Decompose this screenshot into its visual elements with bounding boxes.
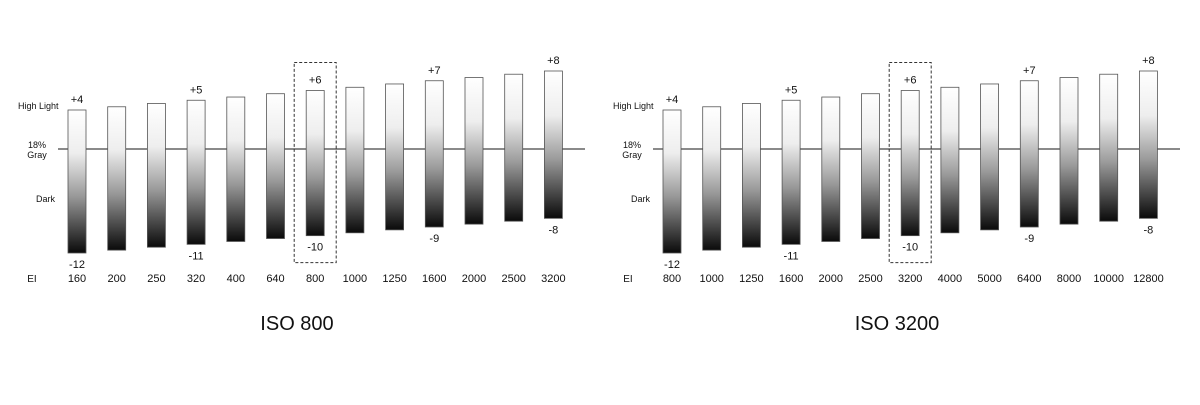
latitude-bar bbox=[1139, 70, 1158, 219]
highlight-box bbox=[888, 62, 932, 264]
bar-top-label: +6 bbox=[904, 75, 917, 87]
ei-tick-label: 6400 bbox=[1017, 273, 1041, 285]
ei-axis-label: EI bbox=[623, 274, 632, 285]
latitude-bar bbox=[742, 103, 761, 248]
bar-bottom-label: -10 bbox=[307, 242, 323, 254]
ei-tick-label: 800 bbox=[663, 273, 681, 285]
latitude-bar bbox=[266, 93, 285, 239]
latitude-bar bbox=[67, 109, 87, 254]
latitude-bar bbox=[504, 73, 524, 222]
row-label-18-gray-line: Gray bbox=[27, 150, 47, 160]
row-label-dark: Dark bbox=[631, 194, 651, 204]
ei-tick-label: 2500 bbox=[501, 273, 525, 285]
bar-top-label: +7 bbox=[1023, 65, 1036, 77]
bar-bottom-label: -10 bbox=[902, 242, 918, 254]
bar-top-label: +5 bbox=[190, 84, 203, 96]
row-label-18-gray-line: 18% bbox=[623, 140, 641, 150]
ei-tick-label: 12800 bbox=[1133, 273, 1164, 285]
ei-tick-label: 2500 bbox=[858, 273, 882, 285]
ei-tick-label: 1600 bbox=[779, 273, 803, 285]
latitude-bar bbox=[1059, 77, 1079, 225]
latitude-bar bbox=[226, 96, 246, 242]
ei-tick-label: 2000 bbox=[819, 273, 843, 285]
latitude-bar bbox=[1099, 73, 1119, 222]
ei-tick-label: 3200 bbox=[898, 273, 922, 285]
bar-bottom-label: -11 bbox=[189, 250, 204, 262]
ei-tick-label: 160 bbox=[68, 273, 86, 285]
ei-tick-label: 5000 bbox=[977, 273, 1001, 285]
latitude-bar bbox=[345, 86, 365, 234]
latitude-bar bbox=[940, 86, 960, 234]
highlight-box bbox=[293, 62, 337, 264]
latitude-bar bbox=[305, 90, 325, 237]
bar-top-label: +4 bbox=[666, 94, 679, 106]
row-label-highlight: High Light bbox=[613, 101, 654, 111]
ei-tick-label: 4000 bbox=[938, 273, 962, 285]
row-label-18-gray: 18% Gray bbox=[622, 140, 642, 160]
ei-tick-label: 3200 bbox=[541, 273, 565, 285]
bar-bottom-label: -12 bbox=[69, 259, 85, 271]
bar-bottom-label: -9 bbox=[429, 233, 439, 245]
ei-tick-label: 10000 bbox=[1093, 273, 1124, 285]
chart-title: ISO 800 bbox=[260, 313, 333, 335]
bar-top-label: +8 bbox=[547, 55, 560, 67]
bar-top-label: +7 bbox=[428, 65, 441, 77]
row-label-18-gray-line: Gray bbox=[622, 150, 642, 160]
row-label-18-gray: 18% Gray bbox=[27, 140, 47, 160]
latitude-bar bbox=[980, 83, 999, 231]
row-label-highlight: High Light bbox=[18, 101, 59, 111]
latitude-bar bbox=[861, 93, 880, 239]
latitude-bar bbox=[900, 90, 920, 237]
ei-tick-label: 1250 bbox=[739, 273, 763, 285]
ei-tick-label: 320 bbox=[187, 273, 205, 285]
ei-tick-label: 200 bbox=[108, 273, 126, 285]
latitude-bar bbox=[544, 70, 563, 219]
latitude-bar bbox=[464, 77, 484, 225]
bar-top-label: +5 bbox=[785, 84, 798, 96]
ei-tick-label: 400 bbox=[227, 273, 245, 285]
latitude-bar bbox=[821, 96, 841, 242]
ei-tick-label: 1600 bbox=[422, 273, 446, 285]
latitude-bar bbox=[186, 99, 206, 245]
latitude-bar bbox=[385, 83, 405, 231]
latitude-bar bbox=[1019, 80, 1039, 228]
latitude-bar bbox=[662, 109, 682, 254]
latitude-bar bbox=[424, 80, 444, 228]
latitude-bar bbox=[146, 103, 166, 248]
ei-tick-label: 1000 bbox=[343, 273, 367, 285]
latitude-bar bbox=[702, 106, 722, 251]
ei-tick-label: 1250 bbox=[382, 273, 406, 285]
bar-bottom-label: -9 bbox=[1024, 233, 1034, 245]
bar-bottom-label: -8 bbox=[1144, 224, 1154, 236]
bar-top-label: +4 bbox=[71, 94, 84, 106]
bar-bottom-label: -11 bbox=[784, 250, 799, 262]
bar-bottom-label: -12 bbox=[664, 259, 680, 271]
row-label-18-gray-line: 18% bbox=[28, 140, 46, 150]
ei-tick-label: 8000 bbox=[1057, 273, 1081, 285]
ei-tick-label: 250 bbox=[147, 273, 165, 285]
bar-top-label: +8 bbox=[1142, 55, 1155, 67]
chart-title: ISO 3200 bbox=[855, 313, 940, 335]
ei-tick-label: 640 bbox=[266, 273, 284, 285]
ei-tick-label: 1000 bbox=[699, 273, 723, 285]
latitude-bar bbox=[781, 99, 801, 245]
ei-tick-label: 2000 bbox=[462, 273, 486, 285]
bar-bottom-label: -8 bbox=[549, 224, 559, 236]
ei-tick-label: 800 bbox=[306, 273, 324, 285]
row-label-dark: Dark bbox=[36, 194, 56, 204]
ei-axis-label: EI bbox=[27, 274, 36, 285]
bar-top-label: +6 bbox=[309, 75, 322, 87]
latitude-bar bbox=[107, 106, 127, 251]
